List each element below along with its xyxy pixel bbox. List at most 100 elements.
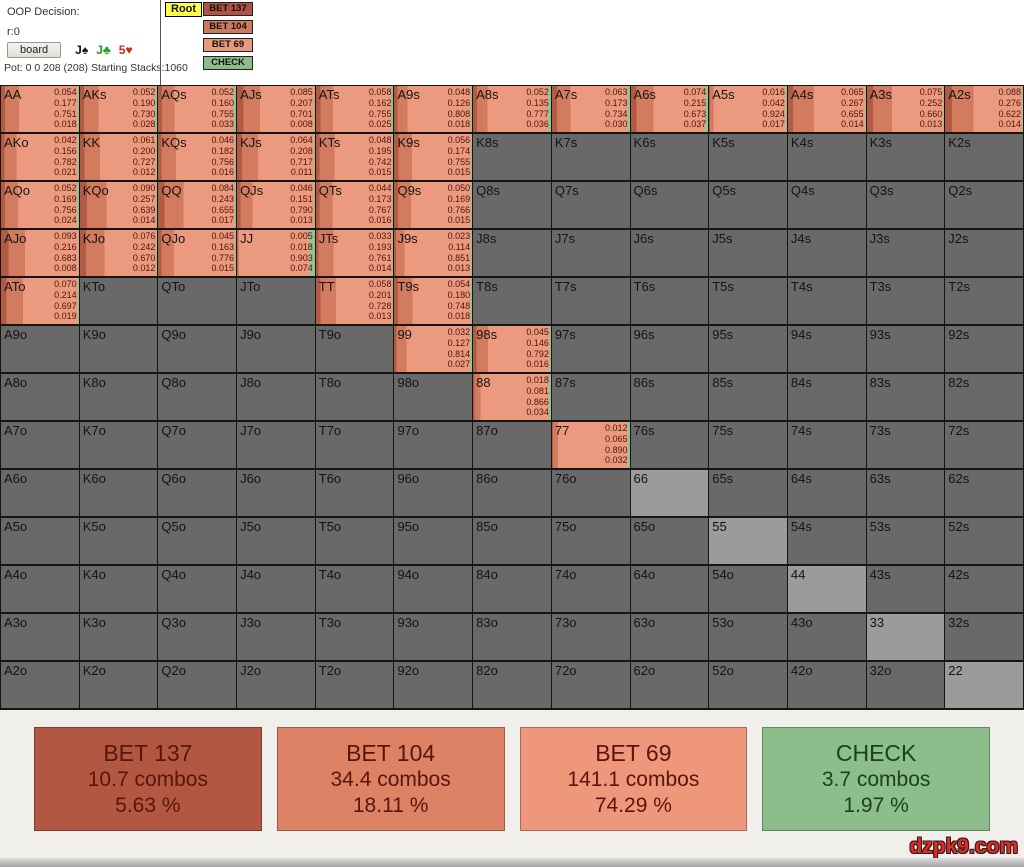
hand-cell-AQs[interactable]: 0.052 0.160 0.755 0.033 AQs (158, 86, 237, 132)
hand-cell-J6s[interactable]: J6s (630, 230, 709, 276)
hand-cell-T5o[interactable]: T5o (315, 518, 394, 564)
hand-cell-52s[interactable]: 52s (945, 518, 1023, 564)
hand-cell-95s[interactable]: 95s (709, 326, 787, 372)
hand-cell-62s[interactable]: 62s (945, 470, 1023, 516)
board-button[interactable]: board (7, 42, 62, 58)
hand-cell-A9s[interactable]: 0.048 0.126 0.808 0.018 A9s (394, 86, 473, 132)
hand-cell-T3s[interactable]: T3s (866, 278, 945, 324)
hand-cell-83o[interactable]: 83o (473, 614, 551, 660)
hand-cell-Q6s[interactable]: Q6s (630, 182, 709, 228)
hand-cell-ATs[interactable]: 0.058 0.162 0.755 0.025 ATs (315, 86, 394, 132)
hand-cell-72s[interactable]: 72s (945, 422, 1023, 468)
hand-cell-65s[interactable]: 65s (709, 470, 787, 516)
hand-cell-92s[interactable]: 92s (945, 326, 1023, 372)
hand-cell-A8o[interactable]: A8o (1, 374, 79, 420)
hand-cell-AJs[interactable]: 0.085 0.207 0.701 0.008 AJs (237, 86, 315, 132)
tree-action-bet-104[interactable]: BET 104 (203, 20, 253, 34)
hand-cell-Q5o[interactable]: Q5o (158, 518, 237, 564)
hand-cell-K2s[interactable]: K2s (945, 134, 1023, 180)
hand-cell-95o[interactable]: 95o (394, 518, 473, 564)
hand-cell-75s[interactable]: 75s (709, 422, 787, 468)
hand-cell-J5o[interactable]: J5o (237, 518, 315, 564)
hand-cell-K6o[interactable]: K6o (79, 470, 158, 516)
hand-cell-T8s[interactable]: T8s (473, 278, 551, 324)
hand-cell-J2o[interactable]: J2o (237, 662, 315, 708)
hand-cell-Q4s[interactable]: Q4s (787, 182, 866, 228)
hand-cell-Q5s[interactable]: Q5s (709, 182, 787, 228)
hand-cell-76o[interactable]: 76o (551, 470, 630, 516)
hand-cell-Q6o[interactable]: Q6o (158, 470, 237, 516)
hand-cell-K4o[interactable]: K4o (79, 566, 158, 612)
hand-cell-A8s[interactable]: 0.052 0.135 0.777 0.036 A8s (473, 86, 551, 132)
hand-cell-87o[interactable]: 87o (473, 422, 551, 468)
tree-action-bet-69[interactable]: BET 69 (203, 38, 253, 52)
hand-cell-63o[interactable]: 63o (630, 614, 709, 660)
hand-cell-J7s[interactable]: J7s (551, 230, 630, 276)
hand-cell-54s[interactable]: 54s (787, 518, 866, 564)
hand-cell-K4s[interactable]: K4s (787, 134, 866, 180)
hand-cell-KTo[interactable]: KTo (79, 278, 158, 324)
hand-cell-JTs[interactable]: 0.033 0.193 0.761 0.014 JTs (315, 230, 394, 276)
hand-cell-KQo[interactable]: 0.090 0.257 0.639 0.014 KQo (79, 182, 158, 228)
hand-cell-T7s[interactable]: T7s (551, 278, 630, 324)
hand-cell-J8s[interactable]: J8s (473, 230, 551, 276)
hand-cell-Q2o[interactable]: Q2o (158, 662, 237, 708)
hand-cell-A3s[interactable]: 0.075 0.252 0.660 0.013 A3s (866, 86, 945, 132)
hand-cell-K3s[interactable]: K3s (866, 134, 945, 180)
hand-cell-K7o[interactable]: K7o (79, 422, 158, 468)
hand-cell-Q3s[interactable]: Q3s (866, 182, 945, 228)
hand-cell-65o[interactable]: 65o (630, 518, 709, 564)
hand-cell-53s[interactable]: 53s (866, 518, 945, 564)
hand-cell-66[interactable]: 66 (630, 470, 709, 516)
hand-cell-98s[interactable]: 0.045 0.146 0.792 0.016 98s (473, 326, 551, 372)
hand-cell-T9o[interactable]: T9o (315, 326, 394, 372)
hand-cell-A3o[interactable]: A3o (1, 614, 79, 660)
hand-cell-86s[interactable]: 86s (630, 374, 709, 420)
tree-action-bet-137[interactable]: BET 137 (203, 2, 253, 16)
hand-cell-KJs[interactable]: 0.064 0.208 0.717 0.011 KJs (237, 134, 315, 180)
hand-cell-KK[interactable]: 0.061 0.200 0.727 0.012 KK (79, 134, 158, 180)
hand-cell-93s[interactable]: 93s (866, 326, 945, 372)
hand-cell-QJo[interactable]: 0.045 0.163 0.776 0.015 QJo (158, 230, 237, 276)
hand-cell-Q7s[interactable]: Q7s (551, 182, 630, 228)
hand-cell-J8o[interactable]: J8o (237, 374, 315, 420)
hand-cell-T2s[interactable]: T2s (945, 278, 1023, 324)
hand-cell-KJo[interactable]: 0.076 0.242 0.670 0.012 KJo (79, 230, 158, 276)
hand-cell-75o[interactable]: 75o (551, 518, 630, 564)
hand-cell-63s[interactable]: 63s (866, 470, 945, 516)
hand-cell-T7o[interactable]: T7o (315, 422, 394, 468)
hand-cell-77[interactable]: 0.012 0.065 0.890 0.032 77 (551, 422, 630, 468)
hand-cell-Q9s[interactable]: 0.050 0.169 0.766 0.015 Q9s (394, 182, 473, 228)
hand-cell-85s[interactable]: 85s (709, 374, 787, 420)
hand-cell-74s[interactable]: 74s (787, 422, 866, 468)
hand-cell-84o[interactable]: 84o (473, 566, 551, 612)
hand-cell-Q8s[interactable]: Q8s (473, 182, 551, 228)
hand-cell-Q3o[interactable]: Q3o (158, 614, 237, 660)
hand-cell-J9s[interactable]: 0.023 0.114 0.851 0.013 J9s (394, 230, 473, 276)
hand-cell-AA[interactable]: 0.054 0.177 0.751 0.018 AA (1, 86, 79, 132)
hand-cell-JTo[interactable]: JTo (237, 278, 315, 324)
hand-cell-92o[interactable]: 92o (394, 662, 473, 708)
hand-cell-Q9o[interactable]: Q9o (158, 326, 237, 372)
hand-cell-K2o[interactable]: K2o (79, 662, 158, 708)
tree-node-root[interactable]: Root (165, 2, 203, 17)
tree-action-check[interactable]: CHECK (203, 56, 253, 70)
hand-cell-96o[interactable]: 96o (394, 470, 473, 516)
hand-cell-J7o[interactable]: J7o (237, 422, 315, 468)
hand-cell-32s[interactable]: 32s (945, 614, 1023, 660)
hand-cell-QQ[interactable]: 0.084 0.243 0.655 0.017 QQ (158, 182, 237, 228)
hand-cell-A5o[interactable]: A5o (1, 518, 79, 564)
hand-cell-K8s[interactable]: K8s (473, 134, 551, 180)
hand-cell-55[interactable]: 55 (709, 518, 787, 564)
hand-cell-A7s[interactable]: 0.063 0.173 0.734 0.030 A7s (551, 86, 630, 132)
hand-cell-T4o[interactable]: T4o (315, 566, 394, 612)
hand-cell-J3s[interactable]: J3s (866, 230, 945, 276)
hand-cell-86o[interactable]: 86o (473, 470, 551, 516)
hand-cell-AJo[interactable]: 0.093 0.216 0.683 0.008 AJo (1, 230, 79, 276)
hand-cell-62o[interactable]: 62o (630, 662, 709, 708)
hand-cell-73s[interactable]: 73s (866, 422, 945, 468)
hand-cell-74o[interactable]: 74o (551, 566, 630, 612)
hand-cell-44[interactable]: 44 (787, 566, 866, 612)
hand-cell-K3o[interactable]: K3o (79, 614, 158, 660)
hand-cell-J4s[interactable]: J4s (787, 230, 866, 276)
